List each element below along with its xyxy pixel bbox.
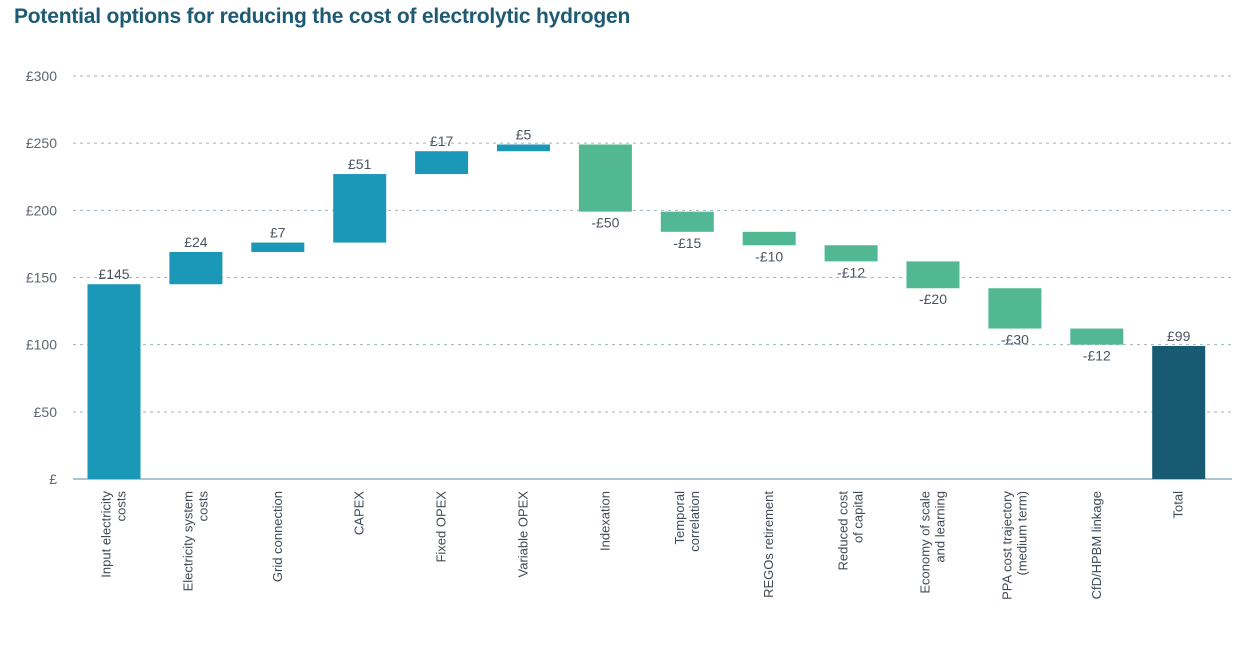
y-tick-label: £250: [26, 135, 57, 151]
category-label: costs: [114, 491, 129, 522]
category-label: Temporal: [672, 491, 687, 545]
bar-decrease: [988, 288, 1042, 329]
data-label: -£12: [837, 264, 865, 280]
category-label: PPA cost trajectory: [999, 491, 1014, 600]
category-label: Total: [1171, 491, 1186, 519]
data-label: £24: [184, 234, 208, 250]
category-label: of capital: [851, 491, 866, 543]
bar-increase: [497, 144, 550, 152]
data-label: £99: [1167, 328, 1191, 344]
data-label: -£30: [1001, 332, 1029, 348]
data-label: -£10: [755, 248, 783, 264]
category-label: Electricity system: [180, 491, 195, 591]
bar-increase: [333, 174, 387, 243]
category-label: (medium term): [1014, 491, 1029, 576]
data-label: -£12: [1083, 348, 1111, 364]
bar-decrease: [578, 144, 632, 212]
category-label: REGOs retirement: [761, 491, 776, 598]
category-label: Variable OPEX: [516, 491, 531, 578]
y-tick-label: £300: [26, 68, 57, 84]
category-label: costs: [195, 491, 210, 522]
y-tick-label: £: [49, 471, 57, 487]
data-label: £17: [430, 133, 454, 149]
data-label: -£50: [591, 215, 619, 231]
chart-title: Potential options for reducing the cost …: [14, 5, 631, 28]
bar-start: [87, 284, 141, 479]
bar-increase: [169, 251, 223, 285]
bar-increase: [251, 242, 305, 252]
category-label: Input electricity: [99, 491, 114, 578]
bar-decrease: [660, 211, 714, 232]
category-label: Indexation: [597, 491, 612, 551]
bar-decrease: [742, 231, 796, 246]
bar-decrease: [906, 261, 960, 289]
category-label: Economy of scale: [918, 491, 933, 594]
data-label: £7: [270, 225, 286, 241]
data-label: -£20: [919, 291, 947, 307]
y-tick-label: £200: [26, 202, 57, 218]
category-label: and learning: [933, 491, 948, 563]
category-label: Grid connection: [270, 491, 285, 582]
category-label: Reduced cost: [836, 491, 851, 571]
bar-decrease: [824, 245, 878, 262]
bar-decrease: [1070, 328, 1124, 345]
y-tick-label: £50: [34, 404, 58, 420]
category-label: CAPEX: [352, 491, 367, 535]
bar-increase: [415, 151, 469, 175]
data-label: £51: [348, 156, 372, 172]
data-label: £145: [98, 266, 129, 282]
bar-total: [1152, 346, 1206, 479]
y-tick-label: £100: [26, 337, 57, 353]
category-label: Fixed OPEX: [434, 491, 449, 563]
category-label: CfD/HPBM linkage: [1089, 491, 1104, 599]
y-tick-label: £150: [26, 270, 57, 286]
category-label: correlation: [687, 491, 702, 552]
data-label: -£15: [673, 235, 701, 251]
data-label: £5: [516, 127, 532, 143]
